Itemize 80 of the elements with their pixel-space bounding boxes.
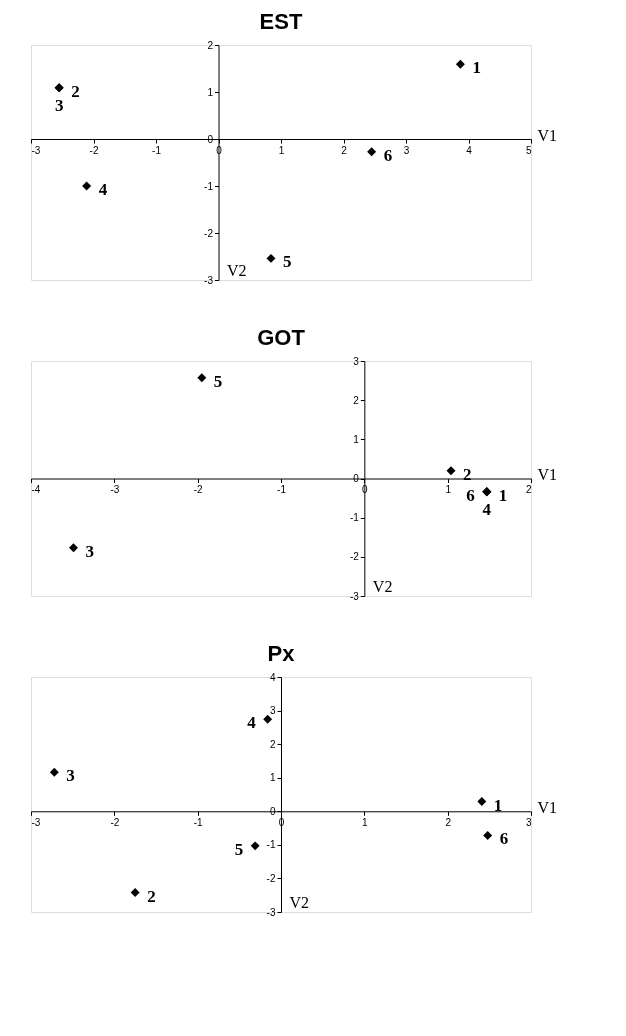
annotation: 4 — [482, 499, 492, 519]
point — [130, 888, 140, 897]
point — [197, 373, 207, 383]
y-tick-label: 0 — [269, 805, 276, 817]
x-tick-label: -2 — [110, 816, 120, 828]
point — [483, 830, 493, 840]
x-axis-title: V1 — [537, 466, 558, 483]
x-tick-label: 4 — [466, 144, 473, 156]
point — [82, 181, 92, 191]
annotation: 6 — [383, 145, 393, 165]
point — [477, 797, 487, 807]
point — [367, 147, 377, 157]
annotation: 3 — [54, 95, 64, 115]
y-tick-label: -3 — [349, 590, 360, 602]
point — [250, 841, 260, 851]
point — [455, 59, 465, 69]
point — [49, 767, 59, 777]
x-tick-label: 1 — [278, 144, 285, 156]
annotation: 3 — [85, 541, 94, 561]
x-tick-label: -2 — [89, 144, 99, 156]
chart-title: Px — [267, 641, 296, 666]
x-axis-title: V1 — [537, 126, 558, 144]
y-tick-label: 2 — [207, 39, 214, 51]
y-tick-label: 1 — [353, 433, 360, 445]
y-tick-label: 4 — [269, 671, 276, 683]
x-tick-label: 2 — [525, 484, 532, 495]
annotation: 2 — [147, 886, 156, 906]
annotation: 3 — [66, 766, 75, 786]
chart-title: EST — [259, 9, 303, 34]
x-tick-label: 2 — [341, 144, 348, 156]
y-tick-label: -1 — [266, 839, 276, 851]
x-tick-label: -1 — [152, 144, 162, 156]
x-tick-label: -4 — [31, 484, 41, 495]
point — [69, 543, 78, 553]
y-tick-label: -2 — [349, 551, 360, 563]
x-tick-label: 1 — [445, 484, 452, 495]
x-tick-label: 0 — [362, 484, 369, 495]
y-axis-title: V2 — [227, 261, 247, 279]
y-tick-label: 3 — [353, 355, 360, 367]
y-axis-title: V2 — [372, 577, 393, 595]
y-tick-label: 1 — [269, 772, 276, 784]
annotation: 5 — [213, 371, 223, 391]
y-tick-label: 2 — [269, 738, 276, 750]
x-tick-label: -1 — [193, 816, 204, 828]
annotation: 1 — [472, 58, 481, 78]
x-tick-label: 5 — [525, 144, 532, 156]
x-axis-title: V1 — [537, 798, 558, 816]
annotation: 5 — [234, 839, 244, 859]
x-tick-label: -1 — [277, 484, 287, 495]
y-tick-label: -1 — [349, 512, 360, 524]
x-tick-label: -2 — [193, 484, 204, 495]
y-tick-label: -3 — [266, 906, 276, 918]
y-tick-label: 0 — [353, 473, 360, 484]
y-tick-label: 1 — [207, 86, 214, 98]
x-tick-label: 0 — [216, 144, 223, 156]
annotation: 5 — [283, 252, 292, 272]
chart-title: GOT — [257, 325, 306, 350]
x-tick-label: -3 — [31, 816, 41, 828]
x-tick-label: -3 — [110, 484, 120, 495]
annotation: 4 — [98, 180, 108, 199]
x-tick-label: 3 — [525, 816, 532, 828]
x-tick-label: -3 — [31, 144, 41, 156]
y-tick-label: -2 — [204, 227, 214, 239]
point — [266, 253, 276, 263]
annotation: 6 — [499, 829, 509, 849]
y-tick-label: -2 — [266, 872, 276, 884]
x-tick-label: 2 — [445, 816, 452, 828]
y-tick-label: -1 — [204, 180, 214, 192]
point — [446, 466, 456, 476]
y-tick-label: 2 — [353, 394, 360, 406]
annotation: 6 — [466, 485, 475, 505]
annotation: 4 — [247, 713, 257, 733]
annotation: 2 — [71, 81, 80, 101]
x-tick-label: 3 — [403, 144, 410, 156]
y-tick-label: 3 — [269, 705, 276, 717]
x-tick-label: 1 — [362, 816, 369, 828]
y-axis-title: V2 — [289, 893, 310, 911]
annotation: 1 — [493, 795, 503, 815]
point — [263, 714, 273, 724]
y-tick-label: -3 — [204, 274, 214, 286]
